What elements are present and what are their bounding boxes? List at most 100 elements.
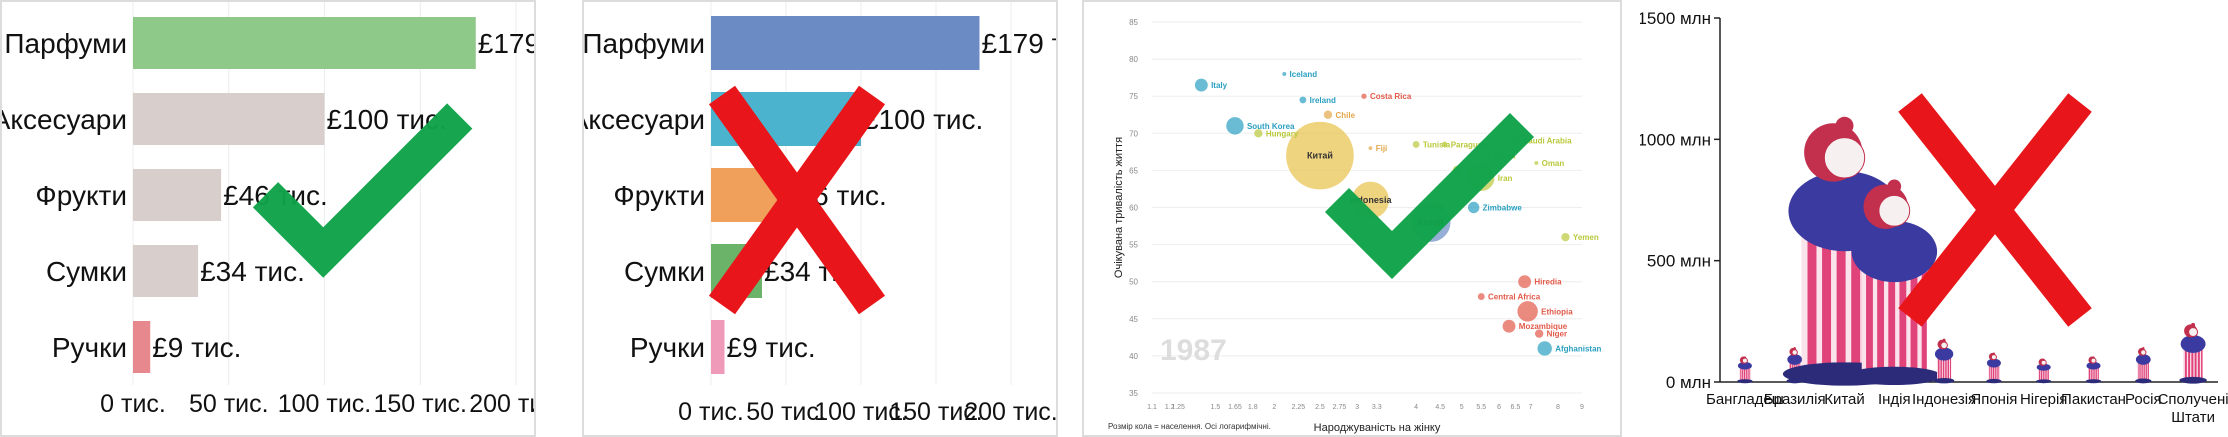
x-tick-label: 50 тис. xyxy=(189,390,269,418)
figure-stripe xyxy=(2042,369,2043,381)
cross-icon xyxy=(1898,93,2092,327)
x-tick-label: 2.75 xyxy=(1333,404,1347,411)
figure-stripe xyxy=(1944,357,1946,380)
value-label: £100 тис. xyxy=(863,104,983,135)
clown-figure xyxy=(1847,179,1942,386)
figure-stripe xyxy=(2145,362,2147,381)
bubble xyxy=(1501,319,1517,334)
panel-good-bar-chart: Парфуми£179 тис.Аксесуари£100 тис.Фрукти… xyxy=(0,0,536,437)
y-tick-label: 75 xyxy=(1129,92,1138,101)
category-label: Пакистан xyxy=(2061,391,2126,408)
x-tick-label: 1.2 xyxy=(1165,404,1175,411)
figure-hat xyxy=(1793,347,1796,350)
panel-pictograph-chart: 1500 млн 1000 млн 500 млн 0 млн Бангладеш Бра… xyxy=(1640,0,2228,437)
figure-stripe xyxy=(2045,369,2047,381)
figure-stripe xyxy=(1872,269,1878,372)
category-label: Японія xyxy=(1970,391,2017,408)
figure-hat xyxy=(1992,352,1996,355)
y-axis-label: Очікувана тривалість життя xyxy=(1113,137,1125,278)
category-label: Фрукти xyxy=(35,180,127,211)
x-tick-label: 2.5 xyxy=(1315,404,1325,411)
figure-stripe xyxy=(1845,235,1852,369)
figure-face xyxy=(1791,349,1798,356)
bubble-label: Zimbabwe xyxy=(1483,204,1523,213)
clown-figure xyxy=(1986,352,2002,384)
x-tick-label: 50 тис. xyxy=(746,398,826,426)
figure-shoes xyxy=(1934,377,1955,384)
value-label: £179 тис. xyxy=(982,28,1059,59)
bubble xyxy=(1281,71,1287,77)
figure-trousers xyxy=(1988,365,2000,381)
x-axis-label: Народжуваність на жінку xyxy=(1314,422,1441,434)
figure-body xyxy=(1737,361,1752,370)
figure-stripe xyxy=(1994,365,1995,381)
category-label: Сумки xyxy=(46,256,127,287)
figure-stripe xyxy=(1743,367,1744,381)
figure-stripe xyxy=(2047,369,2049,381)
panel-bubble-chart: 85 80 75 70 65 60 55 50 45 40 35 1.1 1.2 1.25 1.5 1.65 1… xyxy=(1082,0,1622,437)
figure-face xyxy=(2188,327,2199,338)
bubble xyxy=(1516,300,1539,323)
x-tick-label: 3 xyxy=(1355,404,1359,411)
y-tick-label: 35 xyxy=(1129,389,1138,398)
figure-stripe xyxy=(1861,269,1867,372)
bubble xyxy=(1323,109,1333,120)
figure-stripe xyxy=(2137,362,2139,381)
figure-stripe xyxy=(1895,269,1900,372)
bubble xyxy=(1467,201,1480,214)
figure-shoes xyxy=(2179,376,2207,384)
figure-stripe xyxy=(2141,362,2143,381)
value-label: £9 тис. xyxy=(152,332,241,363)
figure-body xyxy=(1934,347,1954,361)
bubble xyxy=(1225,116,1245,136)
x-tick-label: 4 xyxy=(1414,404,1418,411)
category-label: Парфуми xyxy=(582,28,705,59)
figure-face xyxy=(1741,357,1748,364)
bubble-label: Oman xyxy=(1542,159,1565,168)
bubble xyxy=(1367,145,1374,151)
bubble xyxy=(1253,128,1264,139)
figure-body xyxy=(1851,220,1938,283)
bubble-label: Hiredia xyxy=(1534,278,1562,287)
value-label: £9 тис. xyxy=(727,332,816,363)
figure-stripe xyxy=(1816,235,1823,369)
figure-face xyxy=(2140,349,2147,356)
figure-stripe xyxy=(1748,367,1750,381)
figure-trousers xyxy=(2038,369,2050,381)
figure-stripe xyxy=(1997,365,1999,381)
bubble-label: Yemen xyxy=(1573,233,1599,242)
figure-body xyxy=(1986,358,2001,368)
x-tick-label: 100 тис. xyxy=(278,390,372,418)
category-label: Аксесуари xyxy=(582,104,705,135)
figure-face xyxy=(1823,137,1866,179)
figure-hat xyxy=(1835,116,1854,135)
figure-stripe xyxy=(1941,357,1943,380)
figure-shoes xyxy=(2036,379,2052,384)
x-tick-label: 1.5 xyxy=(1211,404,1221,411)
bubble xyxy=(1194,78,1209,93)
bubble-label: Central Africa xyxy=(1488,293,1541,302)
figure-stripe xyxy=(1937,357,1939,380)
figure-trousers xyxy=(1739,367,1751,381)
bubble-label: Hungary xyxy=(1266,129,1299,138)
x-tick-label: 2.25 xyxy=(1292,404,1306,411)
figure-stripe xyxy=(2095,367,2097,381)
bubble-label: Китай xyxy=(1307,151,1333,161)
category-label: Сумки xyxy=(624,256,705,287)
y-tick-label: 80 xyxy=(1129,55,1138,64)
x-tick-label: 150 тис. xyxy=(889,398,983,426)
figure-shoes xyxy=(1847,366,1942,386)
figure-stripe xyxy=(1801,235,1808,369)
bubble-label: Costa Rica xyxy=(1370,92,1412,101)
bubble-label: Afghanistan xyxy=(1555,344,1601,353)
figure-stripe xyxy=(2043,369,2045,381)
figure-stripe xyxy=(2190,349,2192,380)
figure-shoes xyxy=(1986,378,2002,384)
category-label: Ручки xyxy=(630,332,705,363)
bar xyxy=(133,93,325,145)
category-label: Ручки xyxy=(52,332,127,363)
bubble-label: Tunisia xyxy=(1423,140,1451,149)
figure-stripe xyxy=(2143,362,2145,381)
bar xyxy=(133,245,199,297)
panel-bad-bar-chart: Парфуми £179 тис. Аксесуари £100 тис. Фрукти… xyxy=(582,0,1058,437)
